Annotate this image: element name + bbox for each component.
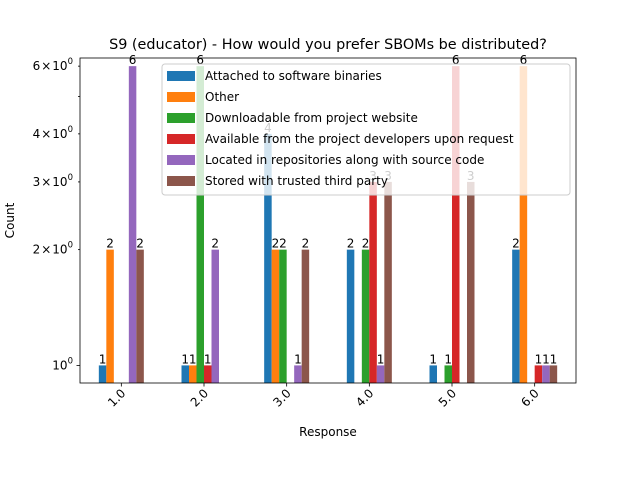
bar-value-label: 1 <box>542 352 550 366</box>
bar-value-label: 6 <box>520 53 528 67</box>
bar <box>534 365 543 383</box>
y-axis: 100 2×100 3×100 4×100 6×100 <box>33 57 80 372</box>
legend-swatch <box>167 92 195 102</box>
plot-frame <box>79 57 577 384</box>
bar-value-label: 1 <box>444 352 452 366</box>
bar <box>346 249 355 383</box>
bars-layer <box>98 66 558 384</box>
y-axis-label: Count <box>3 202 17 238</box>
y-tick-label: 6×100 <box>33 57 73 73</box>
bar-value-label: 2 <box>211 237 219 251</box>
bar <box>467 181 475 383</box>
legend-label: Attached to software binaries <box>205 69 382 83</box>
bar-value-label: 2 <box>302 237 310 251</box>
bar <box>98 365 107 383</box>
legend-swatch <box>167 134 195 144</box>
x-axis-label: Response <box>299 425 357 439</box>
y-tick-label: 4×100 <box>33 125 73 141</box>
legend-label: Located in repositories along with sourc… <box>205 153 484 167</box>
bar <box>519 66 528 384</box>
bar <box>361 249 370 383</box>
bar <box>204 365 212 383</box>
bar-value-label: 2 <box>106 237 114 251</box>
legend-swatch <box>167 71 195 81</box>
bar-value-label: 1 <box>550 352 558 366</box>
bar <box>264 133 272 383</box>
bar-value-label: 6 <box>452 53 460 67</box>
bar <box>294 365 302 383</box>
bar <box>301 249 310 383</box>
bar <box>128 66 137 384</box>
bar <box>189 365 197 383</box>
legend-label: Other <box>205 90 239 104</box>
y-tick-label: 2×100 <box>33 241 73 257</box>
bar-value-label: 1 <box>429 352 437 366</box>
bar-value-label: 2 <box>279 237 287 251</box>
legend-swatch <box>167 113 195 123</box>
legend-swatch <box>167 155 195 165</box>
bar <box>549 365 558 383</box>
legend-label: Downloadable from project website <box>205 111 418 125</box>
bar-value-label: 2 <box>347 237 355 251</box>
bar-value-label: 1 <box>377 352 385 366</box>
bar <box>196 66 204 384</box>
y-tick-label: 100 <box>52 356 73 372</box>
bar-value-label: 1 <box>99 352 107 366</box>
bar <box>271 249 280 383</box>
bar-value-label: 2 <box>512 237 520 251</box>
bar-value-label: 2 <box>136 237 144 251</box>
bar <box>106 249 114 383</box>
legend-label: Available from the project developers up… <box>205 132 514 146</box>
chart-title: S9 (educator) - How would you prefer SBO… <box>109 37 547 53</box>
bar <box>369 181 377 383</box>
y-tick-label: 3×100 <box>33 173 73 189</box>
bar <box>279 249 287 383</box>
bar <box>542 365 550 383</box>
bar-value-label: 6 <box>129 53 137 67</box>
legend: Attached to software binaries Other Downlo… <box>161 63 571 196</box>
bar <box>452 66 460 384</box>
bar <box>136 249 144 383</box>
bar-value-label: 6 <box>196 53 204 67</box>
bar-value-label: 2 <box>362 237 370 251</box>
bar <box>512 249 520 383</box>
bar <box>384 181 392 383</box>
bar <box>211 249 219 383</box>
bar <box>444 365 452 383</box>
bar <box>376 365 385 383</box>
bar-value-label: 1 <box>294 352 302 366</box>
bar-value-label: 1 <box>181 352 189 366</box>
legend-box <box>161 63 571 196</box>
bar <box>429 365 437 383</box>
legend-label: Stored with trusted third party <box>205 174 388 188</box>
bar <box>181 365 189 383</box>
bar-value-label: 1 <box>204 352 212 366</box>
bar-value-label: 2 <box>272 237 280 251</box>
legend-swatch <box>167 176 195 186</box>
bar-value-label: 1 <box>535 352 543 366</box>
bar-value-label: 1 <box>189 352 197 366</box>
